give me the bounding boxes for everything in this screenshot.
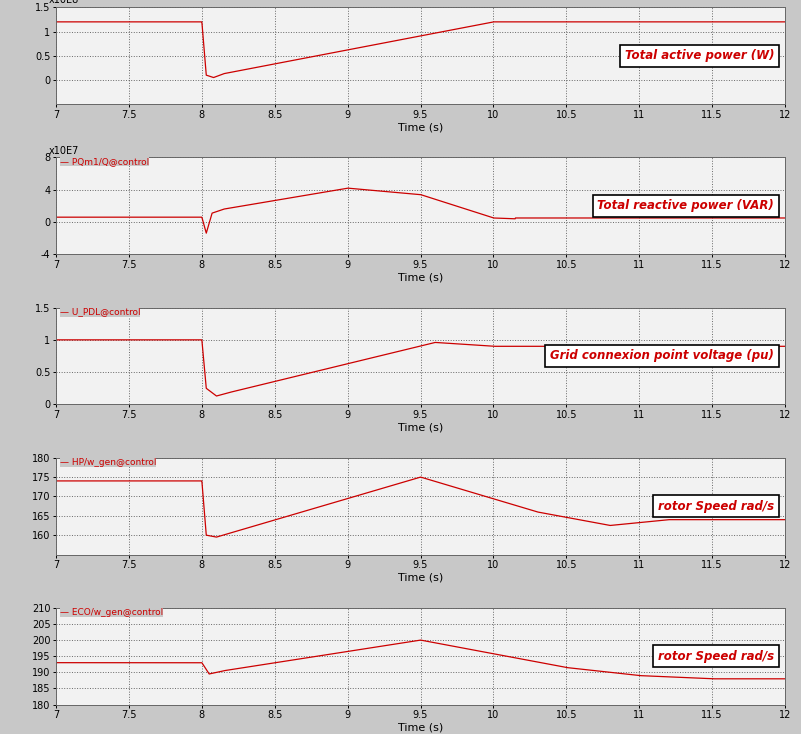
X-axis label: Time (s): Time (s) bbox=[398, 723, 443, 733]
Text: — U_PDL@control: — U_PDL@control bbox=[60, 308, 140, 316]
Text: Total active power (W): Total active power (W) bbox=[625, 49, 774, 62]
X-axis label: Time (s): Time (s) bbox=[398, 423, 443, 433]
Text: — HP/w_gen@control: — HP/w_gen@control bbox=[60, 458, 156, 467]
Text: rotor Speed rad/s: rotor Speed rad/s bbox=[658, 650, 774, 663]
Text: x10E7: x10E7 bbox=[49, 145, 79, 156]
Text: Total reactive power (VAR): Total reactive power (VAR) bbox=[598, 200, 774, 212]
Text: Grid connexion point voltage (pu): Grid connexion point voltage (pu) bbox=[550, 349, 774, 363]
X-axis label: Time (s): Time (s) bbox=[398, 573, 443, 583]
X-axis label: Time (s): Time (s) bbox=[398, 123, 443, 133]
X-axis label: Time (s): Time (s) bbox=[398, 272, 443, 283]
Text: x10E8: x10E8 bbox=[49, 0, 79, 5]
Text: — ECO/w_gen@control: — ECO/w_gen@control bbox=[60, 608, 163, 617]
Text: — PQm1/Q@control: — PQm1/Q@control bbox=[60, 158, 149, 167]
Text: rotor Speed rad/s: rotor Speed rad/s bbox=[658, 500, 774, 512]
